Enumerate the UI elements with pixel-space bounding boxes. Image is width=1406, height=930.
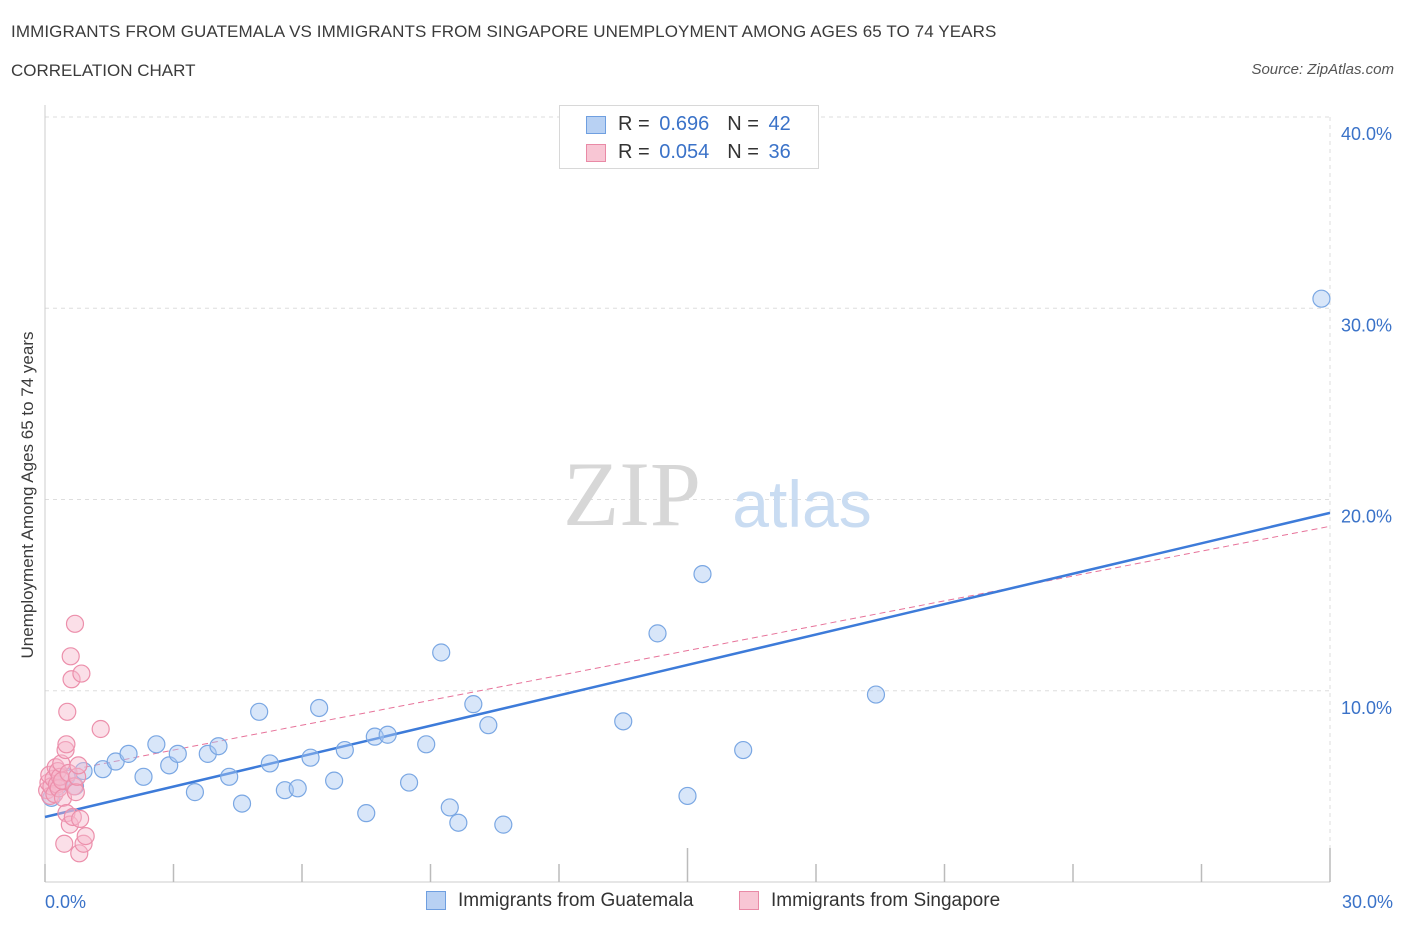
data-point-guatemala <box>232 794 252 813</box>
series-swatch-singapore <box>739 891 759 911</box>
data-point-guatemala <box>866 685 886 704</box>
chart-subtitle: CORRELATION CHART <box>11 61 196 80</box>
tick-labels: 10.0% 20.0% 30.0% 40.0% 0.0% 30.0% <box>45 124 1393 912</box>
data-point-singapore <box>55 834 74 853</box>
legend-r-value: 0.054 <box>659 141 710 163</box>
legend-row-singapore: R = 0.054 N = 36 <box>586 141 791 165</box>
data-point-singapore <box>91 719 110 739</box>
x-tick-label: 30.0% <box>1342 892 1393 912</box>
chart-title: IMMIGRANTS FROM GUATEMALA VS IMMIGRANTS … <box>11 22 997 41</box>
data-point-guatemala <box>479 716 498 735</box>
series-swatch-guatemala <box>426 891 446 911</box>
data-point-singapore <box>56 740 75 760</box>
source-label: Source: ZipAtlas.com <box>1251 61 1394 78</box>
data-point-singapore <box>65 614 85 633</box>
trend-lines <box>44 511 1331 819</box>
data-point-guatemala <box>614 712 633 731</box>
series-legend-guatemala[interactable]: Immigrants from Guatemala <box>426 890 693 912</box>
data-point-singapore <box>61 647 80 666</box>
axes <box>44 105 1331 883</box>
data-point-guatemala <box>335 740 354 760</box>
data-point-guatemala <box>1312 289 1331 308</box>
data-points <box>38 289 1331 863</box>
y-tick-label: 10.0% <box>1341 698 1392 718</box>
data-point-singapore <box>59 763 78 783</box>
data-point-guatemala <box>301 748 320 767</box>
data-point-guatemala <box>250 702 269 721</box>
data-point-guatemala <box>185 783 205 802</box>
data-point-singapore <box>63 807 82 827</box>
data-point-guatemala <box>357 804 376 823</box>
data-point-guatemala <box>288 779 307 798</box>
legend-n-label: N = <box>727 141 759 163</box>
legend-r-label: R = <box>618 113 650 135</box>
data-point-guatemala <box>494 815 513 834</box>
series-name: Immigrants from Singapore <box>771 890 1001 911</box>
y-tick-label: 30.0% <box>1341 315 1392 335</box>
data-point-guatemala <box>325 771 344 790</box>
watermark-atlas: atlas <box>732 467 871 541</box>
data-point-guatemala <box>134 767 153 786</box>
series-name: Immigrants from Guatemala <box>458 890 694 911</box>
data-point-guatemala <box>209 737 228 756</box>
data-point-guatemala <box>378 725 397 744</box>
data-point-guatemala <box>399 773 419 792</box>
legend-row-guatemala: R = 0.696 N = 42 <box>586 113 791 137</box>
x-tick-label: 0.0% <box>45 892 86 912</box>
data-point-guatemala <box>678 786 697 806</box>
data-point-guatemala <box>440 798 459 817</box>
data-point-guatemala <box>693 564 712 584</box>
data-point-singapore <box>70 844 89 863</box>
data-point-guatemala <box>464 695 483 714</box>
trend-line-singapore <box>44 525 1331 776</box>
legend-swatch-singapore <box>586 143 606 162</box>
legend-n-label: N = <box>727 113 759 135</box>
data-point-singapore <box>58 702 77 721</box>
data-point-guatemala <box>734 740 753 760</box>
watermark-zip: ZIP <box>563 443 701 545</box>
data-point-guatemala <box>147 735 166 754</box>
data-point-guatemala <box>449 813 468 832</box>
watermark: ZIP atlas <box>563 443 872 545</box>
data-point-guatemala <box>119 744 138 763</box>
data-point-guatemala <box>648 624 667 643</box>
y-tick-label: 20.0% <box>1341 507 1392 527</box>
trend-line-guatemala <box>44 511 1331 819</box>
data-point-singapore <box>68 767 87 786</box>
data-point-guatemala <box>168 744 187 763</box>
data-point-singapore <box>66 783 85 802</box>
data-point-singapore <box>71 809 90 828</box>
data-point-singapore <box>76 826 95 846</box>
data-point-singapore <box>69 756 88 775</box>
data-point-guatemala <box>432 643 451 662</box>
legend-swatch-guatemala <box>586 115 606 134</box>
legend-r-label: R = <box>618 141 650 163</box>
data-point-singapore <box>62 670 81 689</box>
series-legend-singapore[interactable]: Immigrants from Singapore <box>739 890 1000 912</box>
legend-r-value: 0.696 <box>659 113 710 135</box>
legend-n-value: 36 <box>768 141 791 163</box>
data-point-singapore <box>57 735 76 754</box>
data-point-guatemala <box>417 735 436 754</box>
data-point-singapore <box>72 664 91 683</box>
data-point-guatemala <box>260 754 279 773</box>
legend-n-value: 42 <box>768 113 791 135</box>
data-point-guatemala <box>220 767 239 786</box>
y-tick-label: 40.0% <box>1341 124 1392 144</box>
stats-legend: R = 0.696 N = 42 R = 0.054 N = 36 <box>559 105 819 169</box>
data-point-guatemala <box>310 698 329 718</box>
